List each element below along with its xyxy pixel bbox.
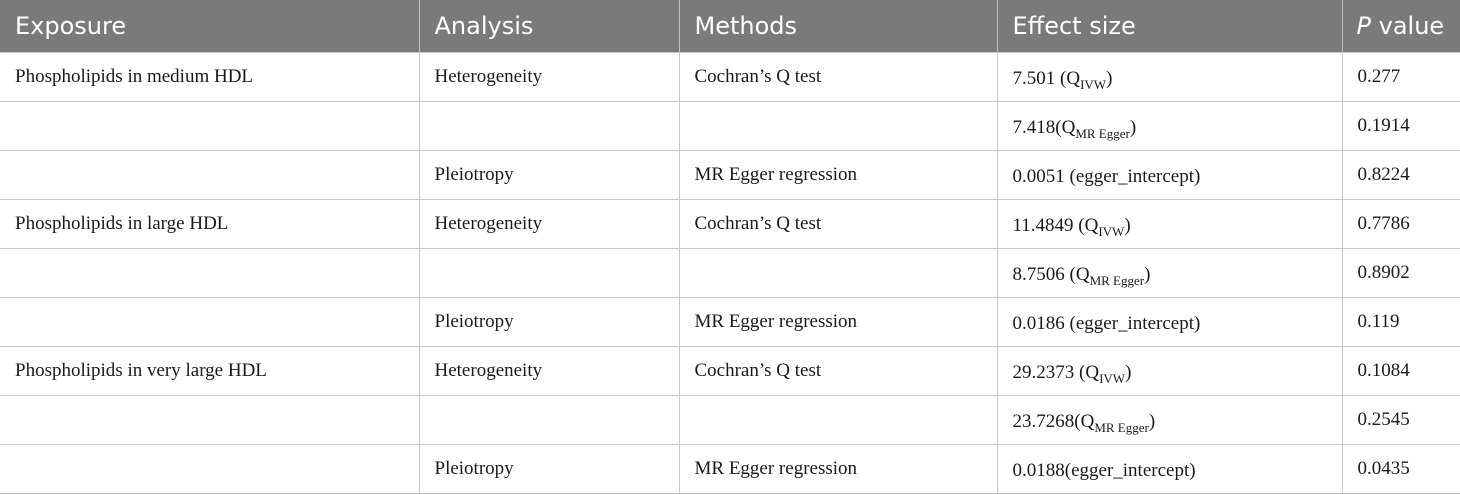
header-methods: Methods [678, 0, 997, 52]
cell-analysis: Heterogeneity [418, 345, 680, 396]
cell-method: MR Egger regression [678, 443, 998, 494]
table-header: Exposure Analysis Methods Effect size P … [0, 0, 1460, 52]
cell-effect-size: 0.0051 (egger_intercept) [996, 149, 1343, 200]
cell-p-value: 0.1914 [1341, 100, 1460, 151]
header-row: Exposure Analysis Methods Effect size P … [0, 0, 1460, 52]
header-exposure: Exposure [15, 11, 127, 40]
table-row: Pleiotropy MR Egger regression 0.0188(eg… [0, 443, 1460, 494]
cell-effect-size: 11.4849 (QIVW) [996, 198, 1343, 249]
effect-value: 0.0051 (egger_intercept) [1012, 165, 1201, 187]
table-row: Phospholipids in large HDL Heterogeneity… [0, 198, 1460, 249]
cell-exposure: Phospholipids in very large HDL [0, 345, 420, 396]
cell-method: Cochran’s Q test [678, 198, 998, 249]
cell-p-value: 0.0435 [1341, 443, 1460, 494]
effect-subscript: MR Egger [1094, 419, 1149, 435]
effect-close: ) [1144, 263, 1151, 285]
cell-effect-size: 29.2373 (QIVW) [996, 345, 1343, 396]
effect-value: 0.0188(egger_intercept) [1012, 459, 1196, 481]
cell-method: Cochran’s Q test [678, 51, 998, 102]
effect-subscript: IVW [1098, 223, 1125, 239]
cell-method [678, 394, 998, 445]
cell-effect-size: 7.501 (QIVW) [996, 51, 1343, 102]
cell-analysis [418, 100, 680, 151]
effect-subscript: MR Egger [1075, 125, 1130, 141]
cell-analysis [418, 394, 680, 445]
cell-p-value: 0.8902 [1341, 247, 1460, 298]
cell-method [678, 100, 998, 151]
table-row: 7.418(QMR Egger) 0.1914 [0, 100, 1460, 151]
cell-exposure [0, 100, 420, 151]
cell-exposure [0, 296, 420, 347]
effect-value: 11.4849 (Q [1012, 214, 1099, 236]
cell-analysis: Heterogeneity [418, 198, 680, 249]
cell-effect-size: 0.0188(egger_intercept) [996, 443, 1343, 494]
cell-p-value: 0.8224 [1341, 149, 1460, 200]
cell-p-value: 0.119 [1341, 296, 1460, 347]
cell-effect-size: 8.7506 (QMR Egger) [996, 247, 1343, 298]
cell-analysis: Pleiotropy [418, 296, 680, 347]
effect-close: ) [1148, 410, 1156, 432]
effect-close: ) [1106, 67, 1113, 89]
effect-close: ) [1125, 361, 1132, 383]
cell-method: MR Egger regression [678, 149, 998, 200]
effect-value: 23.7268(Q [1012, 410, 1095, 432]
cell-exposure [0, 443, 420, 494]
header-p-value: P value [1341, 0, 1460, 52]
table-row: Phospholipids in medium HDL Heterogeneit… [0, 51, 1460, 102]
table-body: Phospholipids in medium HDL Heterogeneit… [0, 51, 1460, 494]
cell-analysis [418, 247, 680, 298]
effect-subscript: IVW [1099, 370, 1126, 386]
cell-exposure [0, 247, 420, 298]
cell-exposure [0, 394, 420, 445]
cell-p-value: 0.277 [1341, 51, 1460, 102]
cell-analysis: Pleiotropy [418, 149, 680, 200]
cell-p-value: 0.1084 [1341, 345, 1460, 396]
effect-close: ) [1129, 116, 1137, 138]
cell-analysis: Heterogeneity [418, 51, 680, 102]
effect-subscript: MR Egger [1089, 272, 1145, 288]
effect-value: 7.418(Q [1012, 116, 1076, 138]
header-p-rest: value [1370, 11, 1445, 40]
table-row: 23.7268(QMR Egger) 0.2545 [0, 394, 1460, 445]
table-row: Pleiotropy MR Egger regression 0.0051 (e… [0, 149, 1460, 200]
header-effect-size: Effect size [996, 0, 1342, 52]
cell-exposure [0, 149, 420, 200]
cell-method [678, 247, 998, 298]
cell-p-value: 0.7786 [1341, 198, 1460, 249]
effect-value: 0.0186 (egger_intercept) [1012, 312, 1201, 334]
cell-method: MR Egger regression [678, 296, 998, 347]
cell-effect-size: 23.7268(QMR Egger) [996, 394, 1343, 445]
effect-close: ) [1124, 214, 1131, 236]
table-row: Pleiotropy MR Egger regression 0.0186 (e… [0, 296, 1460, 347]
effect-value: 7.501 (Q [1012, 67, 1081, 89]
effect-subscript: IVW [1080, 76, 1107, 92]
effect-value: 8.7506 (Q [1012, 263, 1090, 285]
table-row: 8.7506 (QMR Egger) 0.8902 [0, 247, 1460, 298]
cell-effect-size: 7.418(QMR Egger) [996, 100, 1343, 151]
cell-exposure: Phospholipids in medium HDL [0, 51, 420, 102]
cell-exposure: Phospholipids in large HDL [0, 198, 420, 249]
cell-method: Cochran’s Q test [678, 345, 998, 396]
cell-p-value: 0.2545 [1341, 394, 1460, 445]
cell-analysis: Pleiotropy [418, 443, 680, 494]
effect-value: 29.2373 (Q [1012, 361, 1100, 383]
table-row: Phospholipids in very large HDL Heteroge… [0, 345, 1460, 396]
cell-effect-size: 0.0186 (egger_intercept) [996, 296, 1343, 347]
header-p-italic: P [1356, 11, 1371, 40]
header-analysis: Analysis [418, 0, 679, 52]
